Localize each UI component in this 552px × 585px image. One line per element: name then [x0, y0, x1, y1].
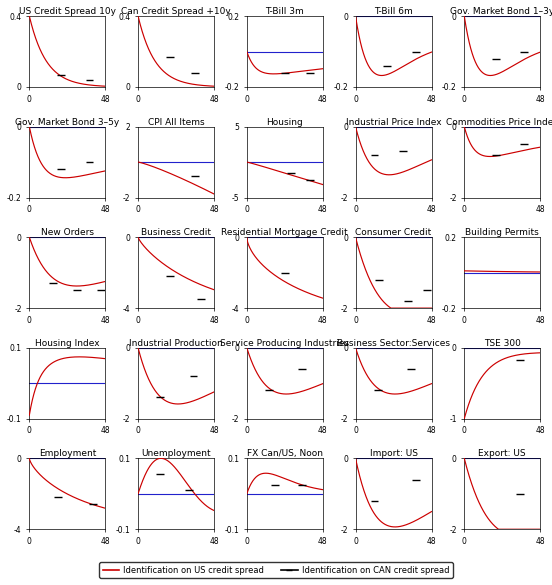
Title: Gov. Market Bond 3–5y: Gov. Market Bond 3–5y	[15, 118, 119, 126]
Title: FX Can/US, Noon: FX Can/US, Noon	[247, 449, 323, 458]
Title: Export: US: Export: US	[479, 449, 526, 458]
Title: CPI All Items: CPI All Items	[148, 118, 204, 126]
Legend: Identification on US credit spread, Identification on CAN credit spread: Identification on US credit spread, Iden…	[99, 562, 453, 578]
Title: Gov. Market Bond 1–3y: Gov. Market Bond 1–3y	[450, 7, 552, 16]
Title: Commodities Price Index: Commodities Price Index	[446, 118, 552, 126]
Title: Building Permits: Building Permits	[465, 228, 539, 237]
Title: Housing Index: Housing Index	[35, 339, 99, 347]
Title: Can Credit Spread +10y: Can Credit Spread +10y	[121, 7, 231, 16]
Title: Housing: Housing	[267, 118, 303, 126]
Title: T-Bill 6m: T-Bill 6m	[374, 7, 413, 16]
Title: Business Sector:Services: Business Sector:Services	[337, 339, 450, 347]
Title: Unemployment: Unemployment	[141, 449, 211, 458]
Title: US Credit Spread 10y: US Credit Spread 10y	[19, 7, 116, 16]
Title: Residential Mortgage Credit: Residential Mortgage Credit	[221, 228, 348, 237]
Title: Industrial Production: Industrial Production	[129, 339, 223, 347]
Title: TSE 300: TSE 300	[484, 339, 521, 347]
Title: Import: US: Import: US	[369, 449, 417, 458]
Title: Consumer Credit: Consumer Credit	[355, 228, 432, 237]
Title: Business Credit: Business Credit	[141, 228, 211, 237]
Title: New Orders: New Orders	[41, 228, 94, 237]
Title: Employment: Employment	[39, 449, 96, 458]
Title: Industrial Price Index: Industrial Price Index	[346, 118, 442, 126]
Title: Service Producing Industries: Service Producing Industries	[220, 339, 349, 347]
Title: T-Bill 3m: T-Bill 3m	[266, 7, 304, 16]
